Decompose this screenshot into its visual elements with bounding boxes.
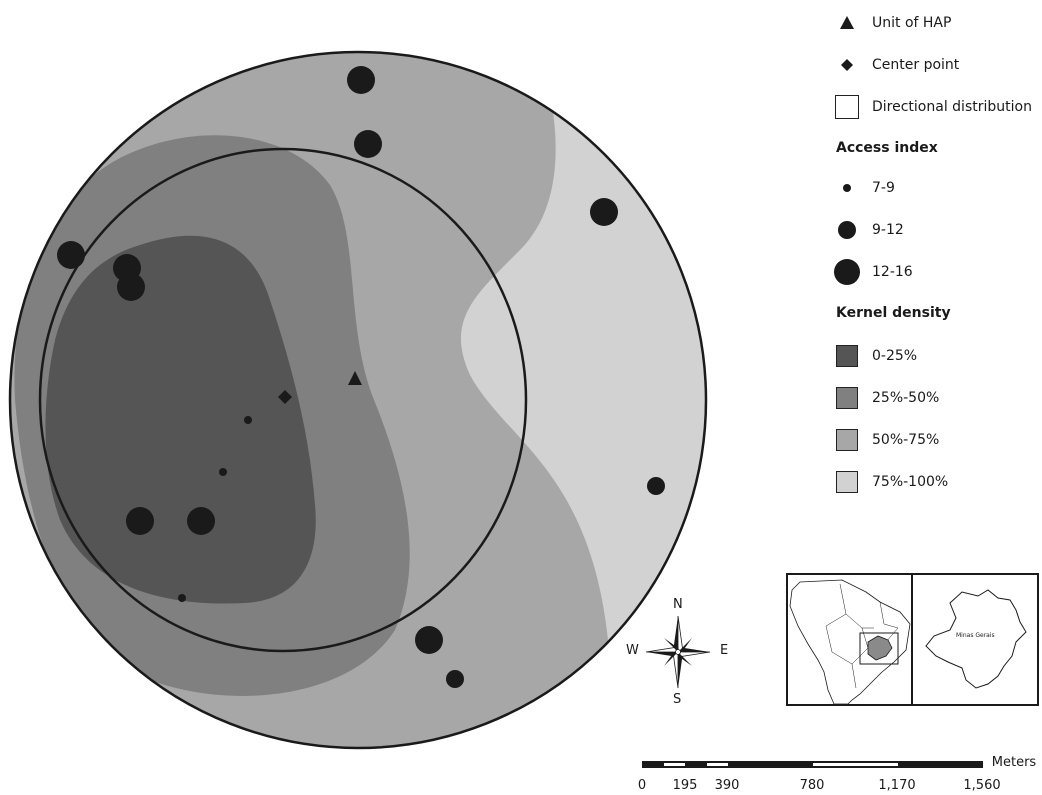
access-point xyxy=(590,198,618,226)
scale-tick-label: 1,170 xyxy=(878,778,916,793)
access-point xyxy=(354,130,382,158)
directional-distribution-ellipse xyxy=(38,147,528,653)
access-point xyxy=(219,468,227,476)
center-point-marker xyxy=(278,390,292,404)
legend-label: 7-9 xyxy=(872,180,895,196)
empty-box-icon xyxy=(834,94,860,120)
legend-item-kernel-25-50: 25%-50% xyxy=(834,384,939,412)
legend-item-directional-distribution: Directional distribution xyxy=(834,93,1032,121)
legend-item-center-point: Center point xyxy=(834,51,959,79)
legend-item-kernel-50-75: 50%-75% xyxy=(834,426,939,454)
scale-tick-label: 390 xyxy=(714,778,740,793)
access-point xyxy=(347,66,375,94)
legend-label: 25%-50% xyxy=(872,390,940,406)
access-point xyxy=(415,626,443,654)
access-point xyxy=(178,594,186,602)
kernel-swatch xyxy=(836,345,858,367)
compass-rose-icon xyxy=(645,615,711,689)
access-point xyxy=(187,507,215,535)
compass-north-label: N xyxy=(673,597,683,612)
compass-west-label: W xyxy=(626,643,639,658)
legend-item-access-9-12: 9-12 xyxy=(834,216,904,244)
kernel-swatch xyxy=(836,471,858,493)
access-index-title: Access index xyxy=(836,140,938,156)
legend-label: Unit of HAP xyxy=(872,15,952,31)
inset-region-label: Minas Gerais xyxy=(956,632,995,639)
compass-east-label: E xyxy=(720,643,729,658)
legend-item-kernel-0-25: 0-25% xyxy=(834,342,917,370)
study-area-boundary xyxy=(8,50,708,750)
small-dot-icon xyxy=(843,184,851,192)
legend-label: 9-12 xyxy=(872,222,904,238)
diamond-icon xyxy=(834,52,860,78)
kernel-zone-0-25 xyxy=(45,235,316,604)
legend-label: 75%-100% xyxy=(872,474,949,490)
access-points-layer xyxy=(57,66,665,688)
medium-dot-icon xyxy=(838,221,856,239)
compass-south-label: S xyxy=(673,692,682,707)
scale-tick-label: 780 xyxy=(799,778,825,793)
minas-gerais-outline xyxy=(925,589,1027,689)
hap-unit-marker xyxy=(348,371,362,385)
location-inset xyxy=(786,573,1039,706)
legend-label: 50%-75% xyxy=(872,432,940,448)
scale-tick-label: 0 xyxy=(637,778,647,793)
south-america-outline xyxy=(789,579,911,705)
kernel-density-title: Kernel density xyxy=(836,305,951,321)
legend-item-kernel-75-100: 75%-100% xyxy=(834,468,948,496)
access-point xyxy=(647,477,665,495)
access-point xyxy=(57,241,85,269)
triangle-icon xyxy=(834,10,860,36)
legend-item-hap-unit: Unit of HAP xyxy=(834,9,951,37)
scale-tick-label: 195 xyxy=(672,778,698,793)
scale-bar xyxy=(642,761,983,768)
scale-unit-label: Meters xyxy=(991,755,1037,770)
large-dot-icon xyxy=(834,259,860,285)
access-point xyxy=(446,670,464,688)
access-point xyxy=(117,273,145,301)
kernel-swatch xyxy=(836,429,858,451)
legend-label: Center point xyxy=(872,57,960,73)
access-point xyxy=(244,416,252,424)
legend-label: Directional distribution xyxy=(872,99,1032,115)
scale-tick-label: 1,560 xyxy=(963,778,1001,793)
legend-item-access-12-16: 12-16 xyxy=(834,258,913,286)
legend-label: 0-25% xyxy=(872,348,918,364)
minas-gerais-inset-highlight xyxy=(867,635,893,661)
kernel-swatch xyxy=(836,387,858,409)
legend-item-access-7-9: 7-9 xyxy=(834,174,895,202)
access-point xyxy=(126,507,154,535)
legend-label: 12-16 xyxy=(872,264,913,280)
